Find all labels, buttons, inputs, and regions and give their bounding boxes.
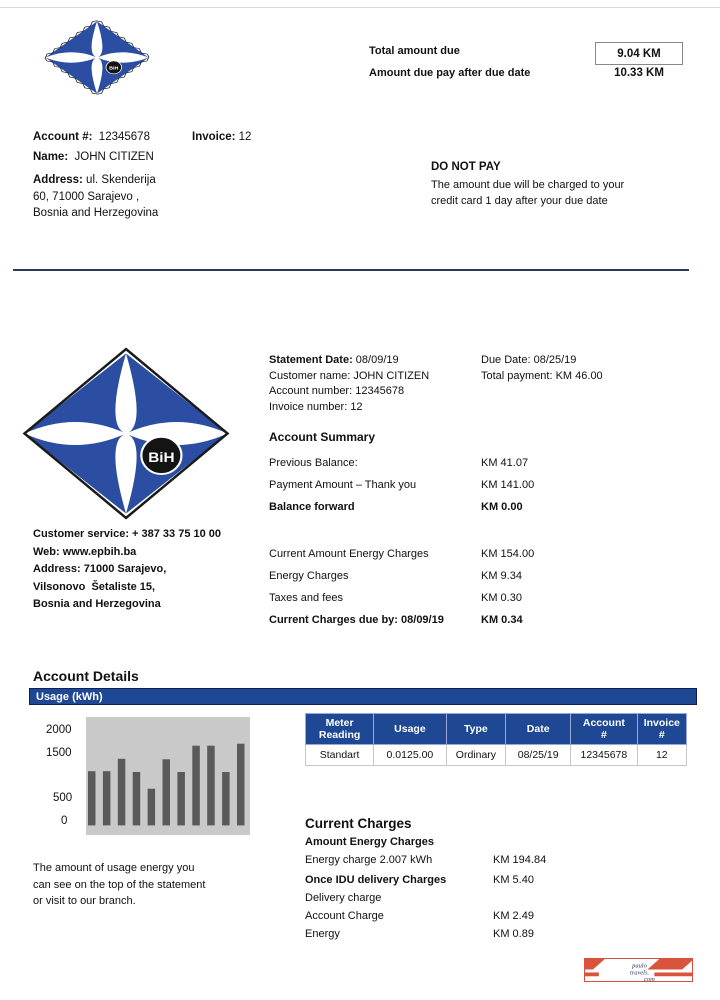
svg-text:com: com [644,976,655,982]
svg-text:BiH: BiH [148,450,174,465]
svg-text:BiH: BiH [109,66,119,71]
